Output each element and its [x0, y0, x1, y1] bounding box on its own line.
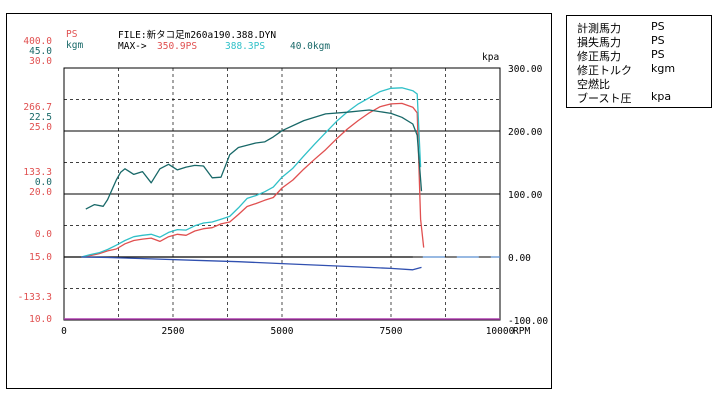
x-tick-label: 2500	[162, 326, 185, 337]
x-tick-label: 5000	[271, 326, 294, 337]
legend-item-boost-pressure: ブースト圧 kpa	[577, 90, 672, 105]
kpa-axis-title: kpa	[482, 52, 499, 63]
rpm-axis-title: RPM	[513, 326, 530, 337]
legend-item-measured-power: 計測馬力 PS	[577, 20, 665, 35]
plot-grid	[63, 67, 501, 321]
left-axis-label: 0.0	[35, 177, 52, 188]
legend-item-corrected-torque: 修正トルク kgm	[577, 62, 676, 77]
right-tick-label: 0.00	[508, 253, 531, 264]
legend-box: 計測馬力 PS 損失馬力 PS 修正馬力 PS 修正トルク kgm 空燃比 ブースト圧 k…	[566, 15, 712, 108]
right-tick-label: 200.00	[508, 127, 543, 138]
series-line-torque	[85, 109, 423, 210]
right-tick-label: -100.00	[508, 316, 548, 327]
legend-item-corrected-power: 修正馬力 PS	[577, 48, 665, 63]
labels-layer: 0 2500 5000 7500 10000300.00200.00100.000.00…	[18, 36, 549, 337]
max-measured-power: 350.9PS	[157, 41, 197, 52]
x-tick-label: 0	[61, 326, 67, 337]
right-tick-label: 300.00	[508, 64, 543, 75]
ps-axis-title: PS	[66, 29, 78, 40]
left-axis-label: 25.0	[29, 122, 52, 133]
left-axis-label: 30.0	[29, 56, 52, 67]
left-axis-label: 45.0	[29, 46, 52, 57]
left-axis-label: 10.0	[29, 314, 52, 325]
left-axis-label: 266.7	[23, 102, 52, 113]
right-tick-label: 100.00	[508, 190, 543, 201]
left-axis-label: 0.0	[35, 229, 52, 240]
left-axis-label: 15.0	[29, 252, 52, 263]
legend-item-air-fuel-ratio: 空燃比	[577, 78, 610, 91]
max-prefix: MAX->	[118, 41, 147, 52]
legend-item-loss-power: 損失馬力 PS	[577, 34, 665, 49]
series-layer	[64, 87, 500, 320]
left-axis-label: 400.0	[23, 36, 52, 47]
kgm-axis-title: kgm	[66, 40, 83, 51]
file-label: FILE:新タコ足m260a190.388.DYN	[118, 29, 276, 41]
x-tick-label: 10000	[486, 326, 515, 337]
max-corrected-power: 388.3PS	[225, 41, 265, 52]
series-line-measured_power	[81, 102, 425, 258]
series-line-corrected_power	[81, 87, 422, 258]
left-axis-label: 22.5	[29, 112, 52, 123]
max-torque: 40.0kgm	[290, 41, 330, 52]
series-line-loss_power	[81, 256, 422, 271]
left-axis-label: 20.0	[29, 187, 52, 198]
left-axis-label: 133.3	[23, 167, 52, 178]
x-tick-label: 7500	[380, 326, 403, 337]
left-axis-label: -133.3	[18, 292, 52, 303]
chart-frame	[6, 13, 552, 389]
